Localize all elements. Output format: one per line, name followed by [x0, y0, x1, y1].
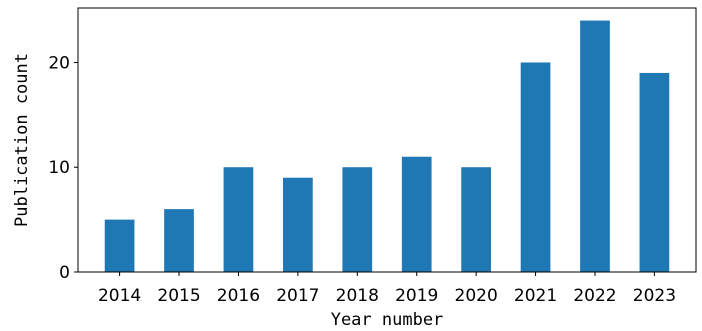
x-tick-label-2017: 2017	[276, 286, 319, 306]
bar-2021	[521, 62, 551, 272]
y-tick-label-0: 0	[59, 263, 70, 283]
x-tick-label-2016: 2016	[217, 286, 260, 306]
bar-2023	[640, 73, 670, 272]
x-tick-label-2023: 2023	[633, 286, 676, 306]
bar-2017	[283, 178, 313, 272]
bar-2020	[461, 167, 491, 272]
y-axis-ticks: 0 10 20	[48, 53, 78, 283]
bar-2016	[224, 167, 254, 272]
x-axis-ticks: 2014 2015 2016 2017 2018 2019 2020 2021 2022 2023	[98, 272, 676, 306]
x-axis-label: Year number	[331, 310, 444, 330]
x-tick-label-2018: 2018	[336, 286, 379, 306]
bar-2014	[105, 220, 135, 272]
x-tick-label-2021: 2021	[514, 286, 557, 306]
bar-2019	[402, 157, 432, 272]
x-tick-label-2019: 2019	[395, 286, 438, 306]
y-tick-label-20: 20	[48, 53, 70, 73]
x-tick-label-2020: 2020	[455, 286, 498, 306]
x-tick-label-2015: 2015	[157, 286, 200, 306]
x-tick-label-2014: 2014	[98, 286, 141, 306]
y-tick-label-10: 10	[48, 158, 70, 178]
bars-group	[105, 21, 670, 272]
y-axis-label: Publication count	[12, 53, 32, 227]
x-tick-label-2022: 2022	[573, 286, 616, 306]
bar-2018	[342, 167, 372, 272]
bar-2022	[580, 21, 610, 272]
bar-2015	[164, 209, 194, 272]
